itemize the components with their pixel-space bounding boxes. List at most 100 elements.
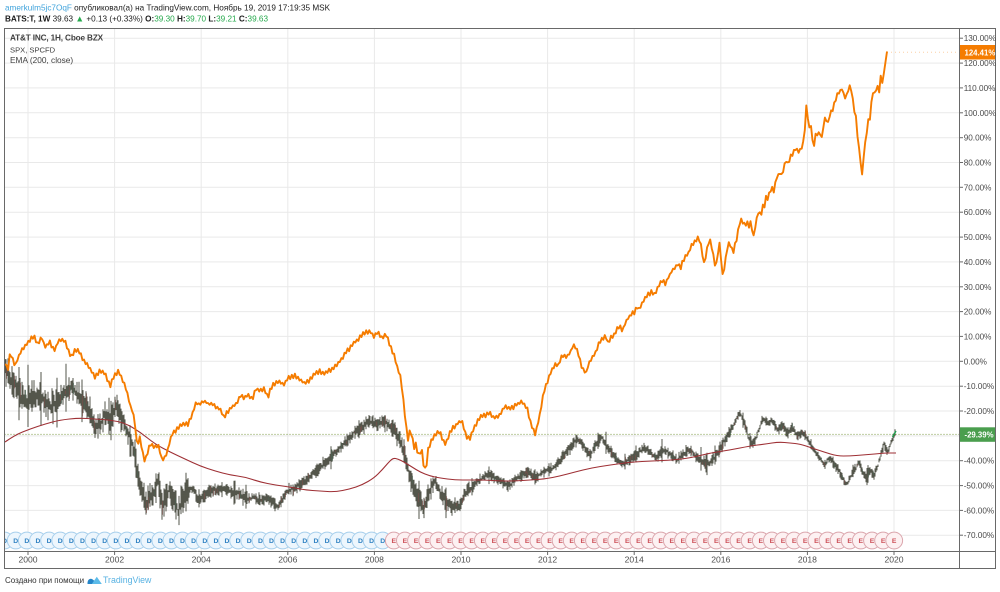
svg-text:E: E xyxy=(569,538,574,545)
svg-text:E: E xyxy=(436,538,441,545)
svg-text:124.41%: 124.41% xyxy=(965,48,996,57)
svg-text:D: D xyxy=(202,538,207,545)
svg-text:-60.00%: -60.00% xyxy=(964,506,995,515)
svg-text:E: E xyxy=(392,538,397,545)
svg-text:120.00%: 120.00% xyxy=(964,59,996,68)
svg-text:0.00%: 0.00% xyxy=(964,357,987,366)
svg-text:D: D xyxy=(247,538,252,545)
svg-text:AT&T INC, 1H, Cboe BZX: AT&T INC, 1H, Cboe BZX xyxy=(10,34,104,43)
svg-text:-70.00%: -70.00% xyxy=(964,531,995,540)
svg-text:D: D xyxy=(369,538,374,545)
svg-text:E: E xyxy=(814,538,819,545)
svg-text:E: E xyxy=(603,538,608,545)
svg-text:Создано при помощи: Создано при помощи xyxy=(5,576,84,585)
svg-text:D: D xyxy=(58,538,63,545)
svg-text:E: E xyxy=(781,538,786,545)
svg-text:BATS:T, 1W 39.63 ▲ +0.13 (+0.3: BATS:T, 1W 39.63 ▲ +0.13 (+0.33%) O:39.3… xyxy=(5,14,268,24)
svg-text:D: D xyxy=(80,538,85,545)
svg-text:E: E xyxy=(414,538,419,545)
svg-text:-50.00%: -50.00% xyxy=(964,482,995,491)
svg-text:20.00%: 20.00% xyxy=(964,308,992,317)
svg-text:D: D xyxy=(136,538,141,545)
svg-text:D: D xyxy=(225,538,230,545)
svg-text:2004: 2004 xyxy=(192,555,211,565)
svg-text:70.00%: 70.00% xyxy=(964,183,992,192)
svg-text:D: D xyxy=(69,538,74,545)
svg-text:2006: 2006 xyxy=(278,555,297,565)
svg-text:E: E xyxy=(425,538,430,545)
svg-text:2008: 2008 xyxy=(365,555,384,565)
svg-text:-20.00%: -20.00% xyxy=(964,407,995,416)
svg-text:D: D xyxy=(269,538,274,545)
svg-text:D: D xyxy=(113,538,118,545)
svg-text:E: E xyxy=(870,538,875,545)
svg-text:2014: 2014 xyxy=(625,555,644,565)
svg-text:E: E xyxy=(658,538,663,545)
svg-text:90.00%: 90.00% xyxy=(964,134,992,143)
svg-text:D: D xyxy=(124,538,129,545)
svg-text:TradingView: TradingView xyxy=(103,575,152,585)
svg-text:E: E xyxy=(503,538,508,545)
svg-text:E: E xyxy=(892,538,897,545)
svg-text:E: E xyxy=(469,538,474,545)
svg-text:30.00%: 30.00% xyxy=(964,283,992,292)
svg-text:E: E xyxy=(770,538,775,545)
svg-text:E: E xyxy=(759,538,764,545)
svg-text:D: D xyxy=(169,538,174,545)
svg-text:D: D xyxy=(24,538,29,545)
svg-text:D: D xyxy=(336,538,341,545)
svg-text:E: E xyxy=(492,538,497,545)
svg-text:D: D xyxy=(358,538,363,545)
svg-text:E: E xyxy=(859,538,864,545)
svg-text:D: D xyxy=(191,538,196,545)
svg-text:D: D xyxy=(102,538,107,545)
svg-text:E: E xyxy=(792,538,797,545)
svg-text:10.00%: 10.00% xyxy=(964,332,992,341)
svg-text:E: E xyxy=(592,538,597,545)
svg-text:E: E xyxy=(536,538,541,545)
svg-text:D: D xyxy=(380,538,385,545)
svg-text:SPX, SPCFD: SPX, SPCFD xyxy=(10,45,56,54)
svg-text:E: E xyxy=(636,538,641,545)
svg-text:E: E xyxy=(747,538,752,545)
svg-text:D: D xyxy=(236,538,241,545)
svg-text:D: D xyxy=(325,538,330,545)
svg-text:E: E xyxy=(558,538,563,545)
svg-text:2000: 2000 xyxy=(18,555,37,565)
svg-text:D: D xyxy=(36,538,41,545)
svg-text:E: E xyxy=(725,538,730,545)
svg-text:-29.39%: -29.39% xyxy=(965,431,994,440)
svg-text:E: E xyxy=(447,538,452,545)
svg-text:D: D xyxy=(291,538,296,545)
svg-text:50.00%: 50.00% xyxy=(964,233,992,242)
svg-text:E: E xyxy=(403,538,408,545)
svg-text:E: E xyxy=(614,538,619,545)
svg-text:E: E xyxy=(547,538,552,545)
svg-text:2018: 2018 xyxy=(798,555,817,565)
svg-text:E: E xyxy=(625,538,630,545)
svg-text:100.00%: 100.00% xyxy=(964,109,996,118)
svg-text:E: E xyxy=(803,538,808,545)
svg-text:D: D xyxy=(213,538,218,545)
svg-text:2016: 2016 xyxy=(711,555,730,565)
svg-text:-10.00%: -10.00% xyxy=(964,382,995,391)
svg-text:E: E xyxy=(581,538,586,545)
svg-text:D: D xyxy=(13,538,18,545)
svg-text:E: E xyxy=(481,538,486,545)
svg-text:EMA (200, close): EMA (200, close) xyxy=(10,55,73,65)
svg-text:E: E xyxy=(681,538,686,545)
svg-text:E: E xyxy=(525,538,530,545)
svg-text:E: E xyxy=(692,538,697,545)
svg-text:E: E xyxy=(881,538,886,545)
svg-text:D: D xyxy=(302,538,307,545)
svg-text:E: E xyxy=(703,538,708,545)
svg-text:E: E xyxy=(736,538,741,545)
svg-text:D: D xyxy=(280,538,285,545)
svg-text:D: D xyxy=(180,538,185,545)
svg-text:D: D xyxy=(347,538,352,545)
svg-text:D: D xyxy=(158,538,163,545)
svg-text:110.00%: 110.00% xyxy=(964,84,996,93)
svg-text:E: E xyxy=(670,538,675,545)
svg-text:D: D xyxy=(91,538,96,545)
svg-text:E: E xyxy=(714,538,719,545)
